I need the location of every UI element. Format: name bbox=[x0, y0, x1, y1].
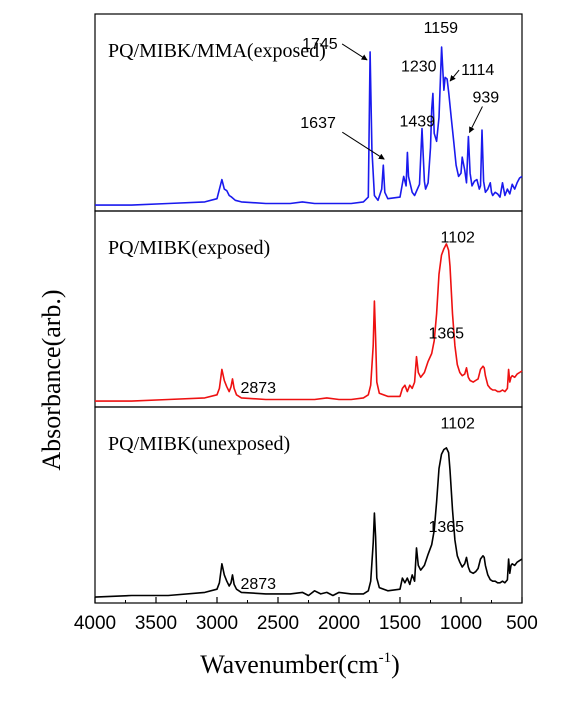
peak-label-1365-panel-2: 1365 bbox=[428, 326, 464, 343]
panel-frames bbox=[94, 13, 523, 604]
peak-label-2873-panel-2: 2873 bbox=[240, 380, 276, 397]
peak-label-1102-panel-3: 1102 bbox=[441, 416, 476, 433]
peak-label-939-panel-1: 939 bbox=[472, 89, 499, 106]
peak-label-1637-panel-1: 1637 bbox=[300, 115, 336, 132]
peak-label-1230-panel-1: 1230 bbox=[401, 58, 437, 75]
peak-label-1114-panel-1: 1114 bbox=[461, 62, 494, 79]
y-axis-label: Absorbance(arb.) bbox=[37, 289, 66, 470]
x-tick-label-4000: 4000 bbox=[74, 613, 116, 634]
x-axis: 4000 3500 3000 2500 2000 1500 1000 500 bbox=[74, 597, 538, 634]
peak-label-1439-panel-1: 1439 bbox=[399, 113, 435, 130]
spectra-traces bbox=[94, 46, 523, 598]
x-axis-label-superscript: -1 bbox=[379, 650, 392, 666]
peak-label-1159-panel-1: 1159 bbox=[424, 20, 459, 37]
spectrum-line-1 bbox=[95, 46, 523, 206]
peak-arrow-1114 bbox=[449, 69, 460, 82]
x-tick-label-2000: 2000 bbox=[318, 613, 360, 634]
peak-label-1365-panel-3: 1365 bbox=[428, 519, 464, 536]
peak-label-1102-panel-2: 1102 bbox=[441, 229, 476, 246]
peak-arrow-1637 bbox=[342, 131, 385, 160]
panel-title-1: PQ/MIBK/MMA(exposed) bbox=[108, 40, 326, 62]
x-axis-label: Wavenumber(cm-1) bbox=[200, 650, 400, 679]
panel-title-2: PQ/MIBK(exposed) bbox=[108, 237, 270, 259]
peak-annotations: 1745 1637 1439 1230 1159 1114 939 2873 1365 1102 2… bbox=[240, 20, 499, 593]
panel-title-3: PQ/MIBK(unexposed) bbox=[108, 433, 290, 455]
x-tick-label-3000: 3000 bbox=[196, 613, 238, 634]
peak-arrow-939 bbox=[468, 106, 483, 134]
x-tick-label-1000: 1000 bbox=[440, 613, 482, 634]
x-axis-label-main: Wavenumber(cm bbox=[200, 650, 378, 679]
spectrum-line-3 bbox=[94, 447, 523, 598]
x-tick-label-2500: 2500 bbox=[257, 613, 299, 634]
x-tick-label-500: 500 bbox=[506, 613, 538, 634]
x-tick-label-1500: 1500 bbox=[379, 613, 421, 634]
x-tick-label-3500: 3500 bbox=[135, 613, 177, 634]
peak-label-1745-panel-1: 1745 bbox=[302, 36, 338, 53]
panel-titles: PQ/MIBK/MMA(exposed) PQ/MIBK(exposed) PQ/M… bbox=[108, 40, 326, 455]
spectrum-line-2 bbox=[95, 243, 523, 402]
x-axis-label-close: ) bbox=[391, 650, 400, 679]
peak-label-2873-panel-3: 2873 bbox=[240, 576, 276, 593]
peak-arrow-1745 bbox=[341, 43, 368, 61]
